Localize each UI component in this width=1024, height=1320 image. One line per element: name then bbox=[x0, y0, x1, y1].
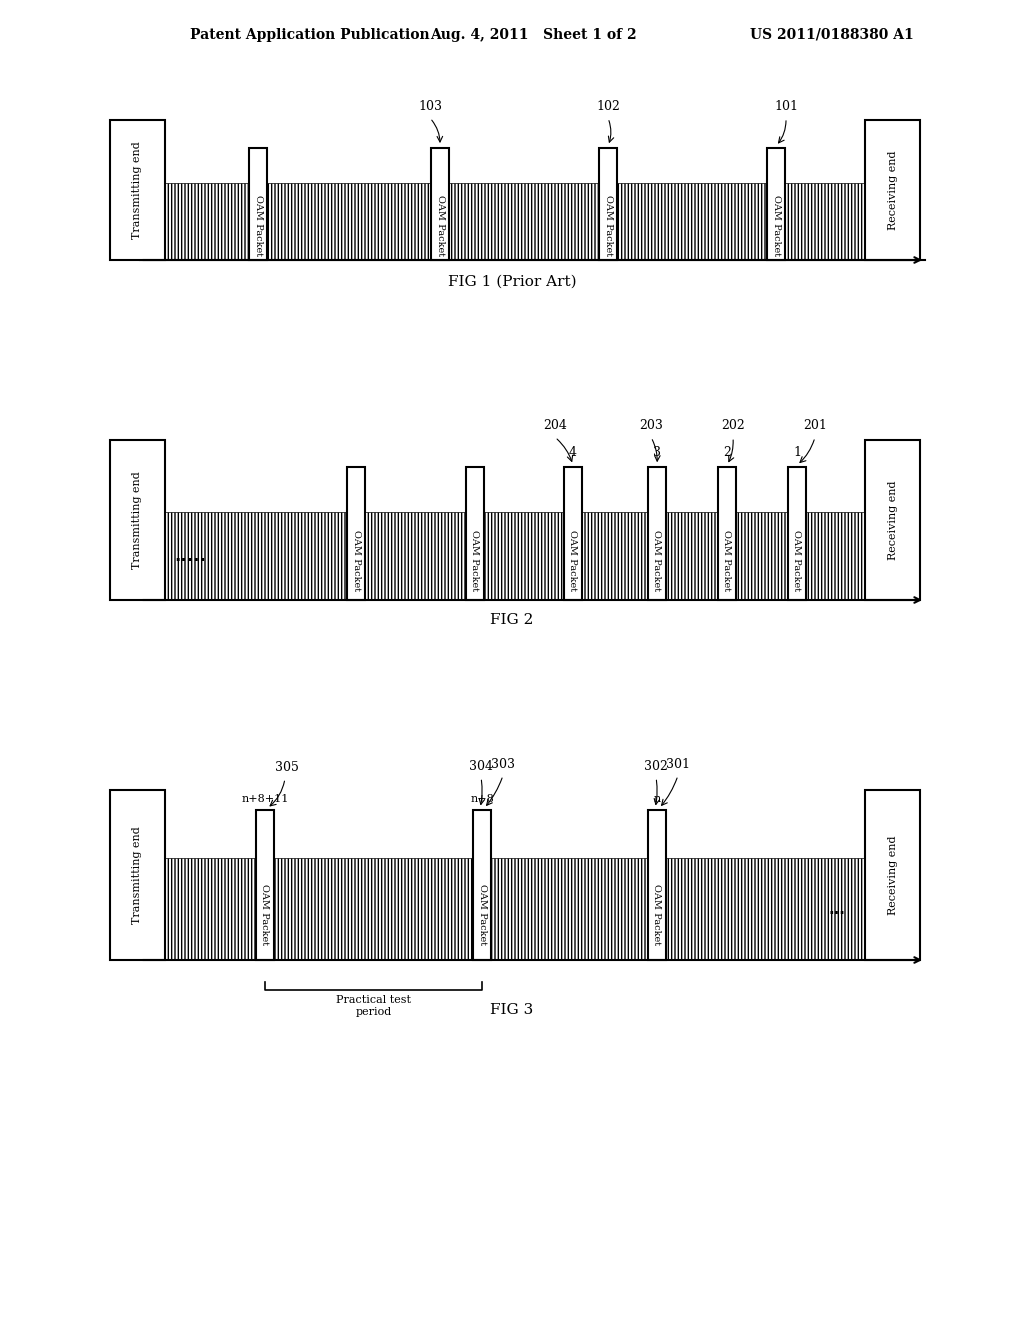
Text: 1: 1 bbox=[793, 446, 801, 459]
Bar bbox=[473, 810, 490, 960]
Bar bbox=[865, 789, 920, 960]
Text: OAM Packet: OAM Packet bbox=[254, 195, 262, 256]
Text: OAM Packet: OAM Packet bbox=[568, 529, 578, 591]
Text: 305: 305 bbox=[275, 762, 299, 775]
Bar bbox=[865, 440, 920, 601]
Text: OAM Packet: OAM Packet bbox=[723, 529, 731, 591]
Bar bbox=[788, 467, 806, 601]
Bar bbox=[165, 858, 865, 960]
Bar bbox=[564, 467, 582, 601]
Bar bbox=[767, 148, 785, 260]
Bar bbox=[110, 440, 165, 601]
Text: OAM Packet: OAM Packet bbox=[477, 883, 486, 945]
Text: 204: 204 bbox=[543, 420, 567, 432]
Text: FIG 2: FIG 2 bbox=[490, 612, 534, 627]
Text: 304: 304 bbox=[469, 760, 493, 774]
Bar bbox=[599, 148, 617, 260]
Text: 103: 103 bbox=[418, 100, 442, 114]
Text: 303: 303 bbox=[490, 759, 515, 771]
Text: 3: 3 bbox=[653, 446, 662, 459]
Text: 202: 202 bbox=[721, 420, 744, 432]
Bar bbox=[256, 810, 274, 960]
Text: ...: ... bbox=[828, 902, 846, 916]
Text: 301: 301 bbox=[666, 759, 690, 771]
Text: 101: 101 bbox=[774, 100, 798, 114]
Text: n: n bbox=[653, 795, 660, 804]
Text: US 2011/0188380 A1: US 2011/0188380 A1 bbox=[750, 28, 913, 42]
Bar bbox=[347, 467, 365, 601]
Bar bbox=[865, 120, 920, 260]
Text: 102: 102 bbox=[596, 100, 620, 114]
Text: 4: 4 bbox=[569, 446, 577, 459]
Text: OAM Packet: OAM Packet bbox=[351, 529, 360, 591]
Text: 2: 2 bbox=[723, 446, 731, 459]
Text: 302: 302 bbox=[644, 760, 668, 774]
Text: OAM Packet: OAM Packet bbox=[652, 529, 662, 591]
Bar bbox=[648, 467, 666, 601]
Text: Transmitting end: Transmitting end bbox=[132, 141, 142, 239]
Text: FIG 1 (Prior Art): FIG 1 (Prior Art) bbox=[447, 275, 577, 289]
Text: OAM Packet: OAM Packet bbox=[470, 529, 479, 591]
Bar bbox=[431, 148, 449, 260]
Text: FIG 3: FIG 3 bbox=[490, 1003, 534, 1016]
Bar bbox=[165, 183, 865, 260]
Text: n+8: n+8 bbox=[470, 795, 494, 804]
Text: OAM Packet: OAM Packet bbox=[260, 883, 269, 945]
Text: Patent Application Publication: Patent Application Publication bbox=[190, 28, 430, 42]
Text: OAM Packet: OAM Packet bbox=[435, 195, 444, 256]
Bar bbox=[165, 512, 865, 601]
Text: Receiving end: Receiving end bbox=[888, 480, 897, 560]
Text: Receiving end: Receiving end bbox=[888, 150, 897, 230]
Text: Practical test
period: Practical test period bbox=[336, 995, 411, 1016]
Text: 203: 203 bbox=[639, 420, 663, 432]
Bar bbox=[648, 810, 666, 960]
Text: OAM Packet: OAM Packet bbox=[771, 195, 780, 256]
Bar bbox=[110, 120, 165, 260]
Text: OAM Packet: OAM Packet bbox=[652, 883, 662, 945]
Text: OAM Packet: OAM Packet bbox=[793, 529, 802, 591]
Text: Transmitting end: Transmitting end bbox=[132, 471, 142, 569]
Text: .....: ..... bbox=[174, 546, 206, 565]
Bar bbox=[718, 467, 736, 601]
Text: Transmitting end: Transmitting end bbox=[132, 826, 142, 924]
Text: OAM Packet: OAM Packet bbox=[603, 195, 612, 256]
Bar bbox=[249, 148, 267, 260]
Text: 201: 201 bbox=[803, 420, 827, 432]
Text: n+8+11: n+8+11 bbox=[242, 795, 289, 804]
Bar bbox=[466, 467, 484, 601]
Text: Aug. 4, 2011   Sheet 1 of 2: Aug. 4, 2011 Sheet 1 of 2 bbox=[430, 28, 637, 42]
Bar bbox=[110, 789, 165, 960]
Text: Receiving end: Receiving end bbox=[888, 836, 897, 915]
